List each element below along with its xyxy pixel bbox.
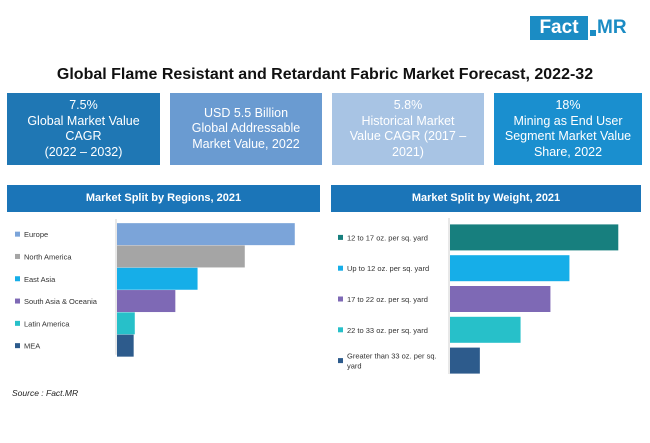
kpi-line: 18% <box>555 98 581 112</box>
legend-marker-12-to-17-oz-per-sq-yard <box>338 234 343 240</box>
bar-22-to-33-oz-per-sq-yard <box>450 316 521 343</box>
kpi-line: Market Value, 2022 <box>192 136 300 151</box>
legend-marker-22-to-33-oz-per-sq-yard <box>338 327 343 333</box>
logo-fact-text: Fact <box>530 16 588 40</box>
kpi-card-mining-share: 18% Mining as End User Segment Market Va… <box>494 93 642 165</box>
bar-mea <box>117 334 134 357</box>
kpi-line: 5.8% <box>393 98 423 112</box>
legend-marker-mea <box>15 343 20 349</box>
regions-chart-title: Market Split by Regions, 2021 <box>7 185 320 212</box>
bar-latin-america <box>117 312 135 335</box>
legend-marker-latin-america <box>15 320 20 326</box>
bar-17-to-22-oz-per-sq-yard <box>450 286 551 312</box>
category-label-12-to-17-oz-per-sq-yard: 12 to 17 oz. per sq. yard <box>347 233 428 242</box>
category-label-east-asia: East Asia <box>24 275 56 284</box>
kpi-line: Value CAGR (2017 – <box>349 129 467 143</box>
page-title: Global Flame Resistant and Retardant Fab… <box>56 66 594 83</box>
kpi-line: USD 5.5 Billion <box>203 105 289 120</box>
category-label-22-to-33-oz-per-sq-yard: 22 to 33 oz. per sq. yard <box>347 326 428 335</box>
factmr-logo: Fact MR <box>530 16 634 40</box>
bar-greater-than-33-oz-per-sq-yard <box>450 347 480 374</box>
legend-marker-up-to-12-oz-per-sq-yard <box>338 265 343 271</box>
kpi-line: Share, 2022 <box>533 144 603 159</box>
regions-bar-chart: Europe North America East Asia South Asia &… <box>15 219 295 357</box>
bar-up-to-12-oz-per-sq-yard <box>450 255 570 282</box>
legend-marker-south-asia-oceania <box>15 298 20 304</box>
category-label-up-to-12-oz-per-sq-yard: Up to 12 oz. per sq. yard <box>347 264 429 273</box>
kpi-line: Historical Market <box>361 113 455 128</box>
kpi-line: 7.5% <box>69 98 98 112</box>
kpi-line: Segment Market Value <box>504 129 632 143</box>
category-label-greater-than-33-oz-per-sq-yard: Greater than 33 oz. per sq. yard <box>347 352 437 371</box>
category-label-17-to-22-oz-per-sq-yard: 17 to 22 oz. per sq. yard <box>347 295 428 304</box>
kpi-card-historical-cagr: 5.8% Historical Market Value CAGR (2017 … <box>332 93 484 165</box>
category-label-latin-america: Latin America <box>24 319 70 328</box>
kpi-line: Mining as End User <box>513 113 623 128</box>
category-label-europe: Europe <box>24 230 48 239</box>
category-label-south-asia-oceania: South Asia & Oceania <box>24 297 98 306</box>
kpi-line: Global Addressable <box>191 121 301 136</box>
bar-south-asia-oceania <box>117 290 176 313</box>
kpi-line: Global Market Value <box>27 113 140 128</box>
legend-marker-east-asia <box>15 276 20 282</box>
category-label-mea: MEA <box>24 342 40 351</box>
kpi-line: (2022 – 2032) <box>44 144 123 159</box>
bar-east-asia <box>117 267 198 290</box>
legend-marker-north-america <box>15 253 20 259</box>
category-label-north-america: North America <box>24 252 72 261</box>
bar-europe <box>117 223 295 246</box>
logo-mr-text: MR <box>597 17 627 38</box>
kpi-card-cagr: 7.5% Global Market Value CAGR (2022 – 20… <box>7 93 160 165</box>
weight-bar-chart: 12 to 17 oz. per sq. yard Up to 12 oz. pe… <box>338 218 619 374</box>
logo-dot <box>590 30 596 36</box>
legend-marker-europe <box>15 231 20 237</box>
kpi-line: 2021) <box>392 144 424 159</box>
kpi-line: CAGR <box>65 129 102 143</box>
kpi-card-market-value: USD 5.5 Billion Global Addressable Marke… <box>170 93 322 165</box>
legend-marker-17-to-22-oz-per-sq-yard <box>338 296 343 302</box>
source-note: Source : Fact.MR <box>12 388 79 398</box>
weight-chart-title: Market Split by Weight, 2021 <box>331 185 641 212</box>
bar-north-america <box>117 245 245 268</box>
legend-marker-greater-than-33-oz-per-sq-yard <box>338 358 343 364</box>
bar-12-to-17-oz-per-sq-yard <box>450 224 619 251</box>
